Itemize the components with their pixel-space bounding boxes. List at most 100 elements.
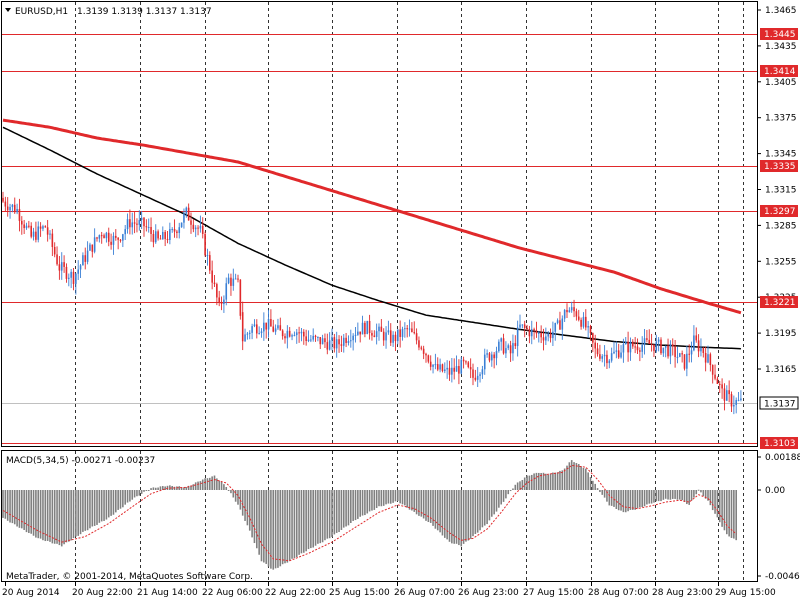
candle-body[interactable] bbox=[28, 225, 30, 227]
macd-bar[interactable] bbox=[481, 490, 484, 528]
macd-bar[interactable] bbox=[444, 490, 446, 538]
macd-bar[interactable] bbox=[382, 490, 385, 506]
macd-bar[interactable] bbox=[178, 486, 181, 490]
candle-body[interactable] bbox=[436, 364, 439, 370]
macd-bar[interactable] bbox=[533, 473, 535, 490]
macd-bar[interactable] bbox=[523, 477, 526, 491]
macd-bar[interactable] bbox=[599, 490, 601, 493]
candle-body[interactable] bbox=[714, 374, 716, 379]
macd-bar[interactable] bbox=[89, 490, 91, 529]
macd-bar[interactable] bbox=[542, 472, 545, 490]
candle-body[interactable] bbox=[580, 319, 582, 327]
macd-bar[interactable] bbox=[100, 490, 103, 522]
candle-body[interactable] bbox=[173, 229, 176, 232]
candle-body[interactable] bbox=[726, 390, 728, 401]
candle-body[interactable] bbox=[298, 332, 300, 334]
macd-bar[interactable] bbox=[239, 490, 242, 510]
macd-bar[interactable] bbox=[326, 490, 329, 539]
macd-bar[interactable] bbox=[86, 490, 89, 531]
macd-bar[interactable] bbox=[671, 490, 674, 499]
candle-body[interactable] bbox=[648, 339, 651, 344]
macd-bar[interactable] bbox=[392, 490, 394, 503]
candle-body[interactable] bbox=[603, 354, 606, 357]
macd-bar[interactable] bbox=[312, 490, 314, 548]
macd-bar[interactable] bbox=[145, 490, 148, 491]
candle-body[interactable] bbox=[133, 222, 136, 224]
candle-body[interactable] bbox=[60, 262, 63, 271]
macd-bar[interactable] bbox=[521, 479, 524, 490]
macd-bar[interactable] bbox=[446, 490, 448, 540]
candle-body[interactable] bbox=[258, 333, 260, 335]
macd-bar[interactable] bbox=[263, 490, 265, 563]
candle-body[interactable] bbox=[86, 250, 89, 262]
candle-body[interactable] bbox=[690, 350, 693, 355]
macd-bar[interactable] bbox=[270, 490, 272, 569]
candle-body[interactable] bbox=[342, 337, 345, 346]
candle-body[interactable] bbox=[404, 328, 406, 330]
macd-bar[interactable] bbox=[434, 490, 437, 529]
candle-body[interactable] bbox=[361, 322, 364, 335]
candle-body[interactable] bbox=[89, 244, 91, 251]
candle-body[interactable] bbox=[408, 328, 411, 330]
macd-bar[interactable] bbox=[552, 472, 554, 490]
candle-body[interactable] bbox=[465, 361, 467, 363]
macd-bar[interactable] bbox=[65, 490, 68, 543]
macd-bar[interactable] bbox=[42, 490, 44, 541]
macd-bar[interactable] bbox=[620, 490, 622, 511]
candle-body[interactable] bbox=[352, 335, 354, 341]
macd-bar[interactable] bbox=[526, 475, 528, 490]
macd-bar[interactable] bbox=[230, 490, 232, 494]
macd-bar[interactable] bbox=[6, 490, 9, 521]
macd-bar[interactable] bbox=[194, 482, 197, 490]
macd-bar[interactable] bbox=[509, 490, 512, 492]
candle-body[interactable] bbox=[227, 277, 230, 284]
macd-bar[interactable] bbox=[352, 490, 354, 521]
macd-bar[interactable] bbox=[549, 473, 552, 490]
macd-bar[interactable] bbox=[507, 490, 510, 495]
macd-bar[interactable] bbox=[286, 490, 289, 563]
macd-bar[interactable] bbox=[387, 490, 390, 504]
macd-bar[interactable] bbox=[436, 490, 439, 531]
macd-bar[interactable] bbox=[728, 490, 730, 537]
candle-body[interactable] bbox=[159, 238, 162, 240]
candle-body[interactable] bbox=[476, 375, 479, 380]
candle-body[interactable] bbox=[65, 266, 68, 279]
candle-body[interactable] bbox=[397, 329, 399, 342]
macd-bar[interactable] bbox=[159, 486, 162, 490]
candle-body[interactable] bbox=[39, 226, 42, 229]
candle-body[interactable] bbox=[547, 333, 549, 337]
macd-bar[interactable] bbox=[115, 490, 117, 513]
candle-body[interactable] bbox=[279, 325, 282, 331]
candle-body[interactable] bbox=[563, 309, 566, 319]
macd-bar[interactable] bbox=[679, 490, 681, 500]
candle-body[interactable] bbox=[319, 336, 322, 345]
candlesticks[interactable] bbox=[2, 191, 742, 415]
macd-bar[interactable] bbox=[460, 490, 463, 547]
macd-bar[interactable] bbox=[37, 490, 40, 539]
macd-bar[interactable] bbox=[119, 490, 122, 509]
candle-body[interactable] bbox=[291, 335, 293, 337]
macd-bar[interactable] bbox=[91, 490, 94, 527]
macd-bar[interactable] bbox=[385, 490, 387, 505]
candle-body[interactable] bbox=[154, 231, 157, 243]
macd-bar[interactable] bbox=[185, 487, 188, 490]
candle-body[interactable] bbox=[535, 330, 538, 334]
macd-bar[interactable] bbox=[201, 479, 204, 490]
candle-body[interactable] bbox=[305, 336, 307, 341]
macd-bar[interactable] bbox=[613, 490, 615, 507]
macd-bar[interactable] bbox=[209, 477, 211, 490]
candle-body[interactable] bbox=[232, 278, 235, 286]
macd-bar[interactable] bbox=[117, 490, 119, 510]
candle-body[interactable] bbox=[98, 235, 101, 239]
candle-body[interactable] bbox=[103, 235, 105, 239]
macd-bar[interactable] bbox=[404, 490, 406, 506]
macd-bar[interactable] bbox=[502, 490, 505, 502]
candle-body[interactable] bbox=[608, 360, 611, 364]
candle-body[interactable] bbox=[310, 339, 312, 341]
candle-body[interactable] bbox=[131, 222, 134, 228]
candle-body[interactable] bbox=[453, 367, 455, 372]
candle-body[interactable] bbox=[364, 322, 366, 335]
macd-bar[interactable] bbox=[451, 490, 453, 544]
macd-bar[interactable] bbox=[136, 490, 138, 497]
candle-body[interactable] bbox=[382, 331, 385, 341]
